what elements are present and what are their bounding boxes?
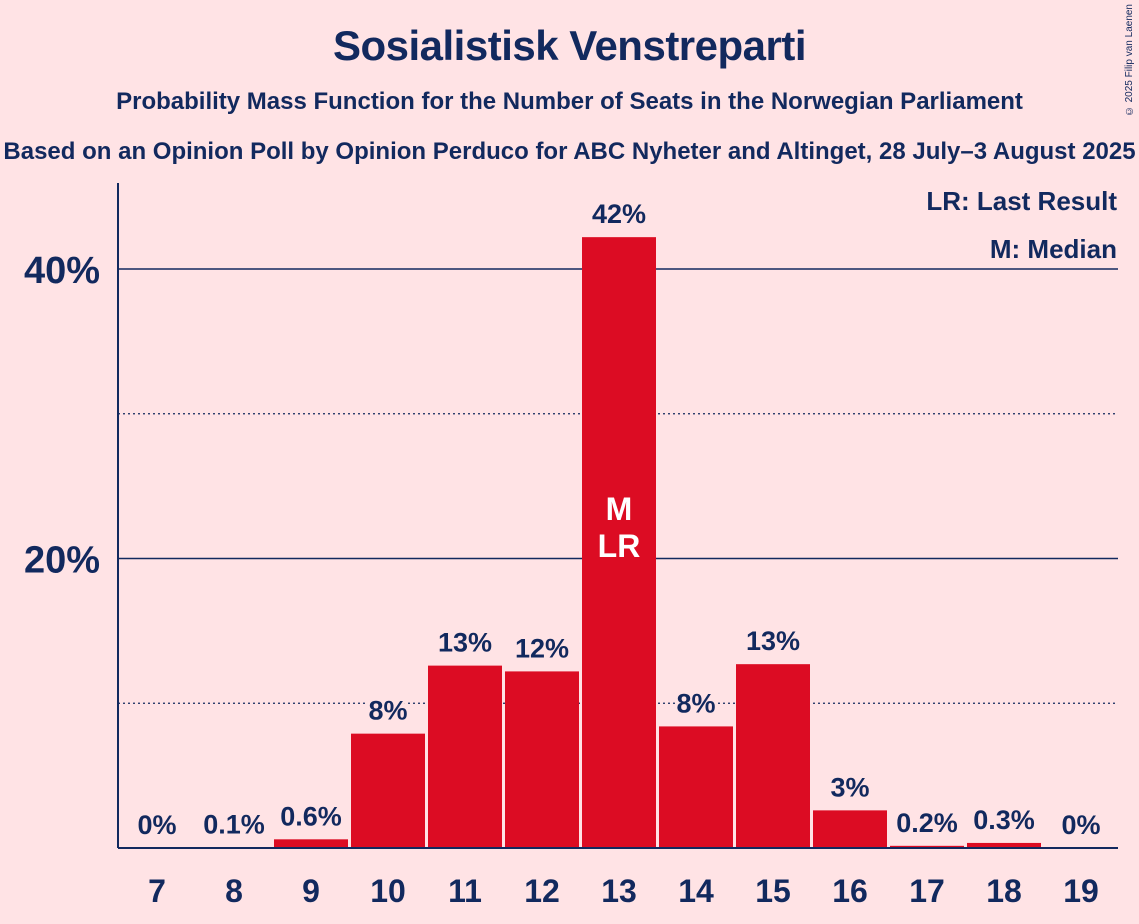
- x-tick-label-8: 8: [225, 873, 243, 909]
- legend-last-result: LR: Last Result: [926, 186, 1117, 216]
- data-label-seat-13: 42%: [592, 199, 646, 229]
- x-tick-label-10: 10: [370, 873, 406, 909]
- data-label-seat-7: 0%: [137, 810, 176, 840]
- x-tick-label-12: 12: [524, 873, 560, 909]
- axes: [117, 183, 1118, 849]
- chart-title: Sosialistisk Venstreparti: [332, 22, 807, 69]
- bar-seat-13: [582, 237, 656, 848]
- x-tick-label-17: 17: [909, 873, 945, 909]
- x-tick-label-13: 13: [601, 873, 637, 909]
- labels: 0% 7 0.1% 8 0.6% 9 8% 10 13% 11 12% 12 42% 13 8% 14 13% 1…: [134, 196, 1103, 909]
- bar-seat-14: [659, 726, 733, 848]
- data-label-seat-14: 8%: [676, 688, 715, 718]
- bar-seat-10: [351, 733, 425, 848]
- x-tick-label-11: 11: [448, 873, 482, 909]
- bar-seat-9: [274, 839, 348, 848]
- x-tick-label-14: 14: [678, 873, 714, 909]
- median-marker: M: [606, 491, 633, 527]
- bar-seat-11: [428, 665, 502, 848]
- x-tick-label-9: 9: [302, 873, 320, 909]
- data-label-seat-18: 0.3%: [973, 805, 1035, 835]
- x-tick-label-15: 15: [755, 873, 791, 909]
- legend-median: M: Median: [990, 234, 1117, 264]
- chart-source-subtitle: Based on an Opinion Poll by Opinion Perd…: [3, 138, 1136, 165]
- data-label-seat-15: 13%: [746, 626, 800, 656]
- chart-subtitle: Probability Mass Function for the Number…: [116, 88, 1023, 115]
- bar-seat-18: [967, 842, 1041, 848]
- bar-seat-12: [505, 671, 579, 848]
- data-label-seat-19: 0%: [1061, 810, 1100, 840]
- last-result-marker: LR: [598, 528, 641, 564]
- bars: [197, 237, 1041, 848]
- data-label-seat-16: 3%: [830, 772, 869, 802]
- data-label-seat-8: 0.1%: [203, 809, 265, 839]
- data-label-seat-9: 0.6%: [280, 801, 342, 831]
- bar-seat-16: [813, 810, 887, 848]
- bar-seat-15: [736, 664, 810, 848]
- y-tick-label-20: 20%: [24, 540, 100, 582]
- data-label-seat-17: 0.2%: [896, 808, 958, 838]
- x-tick-label-18: 18: [986, 873, 1022, 909]
- data-label-seat-11: 13%: [438, 628, 492, 658]
- gridlines: 20% 40%: [24, 250, 1118, 704]
- x-tick-label-7: 7: [148, 873, 166, 909]
- x-tick-label-16: 16: [832, 873, 868, 909]
- x-tick-label-19: 19: [1063, 873, 1099, 909]
- y-tick-label-40: 40%: [24, 250, 100, 292]
- bar-seat-17: [890, 845, 964, 848]
- data-label-seat-10: 8%: [368, 696, 407, 726]
- data-label-seat-12: 12%: [515, 633, 569, 663]
